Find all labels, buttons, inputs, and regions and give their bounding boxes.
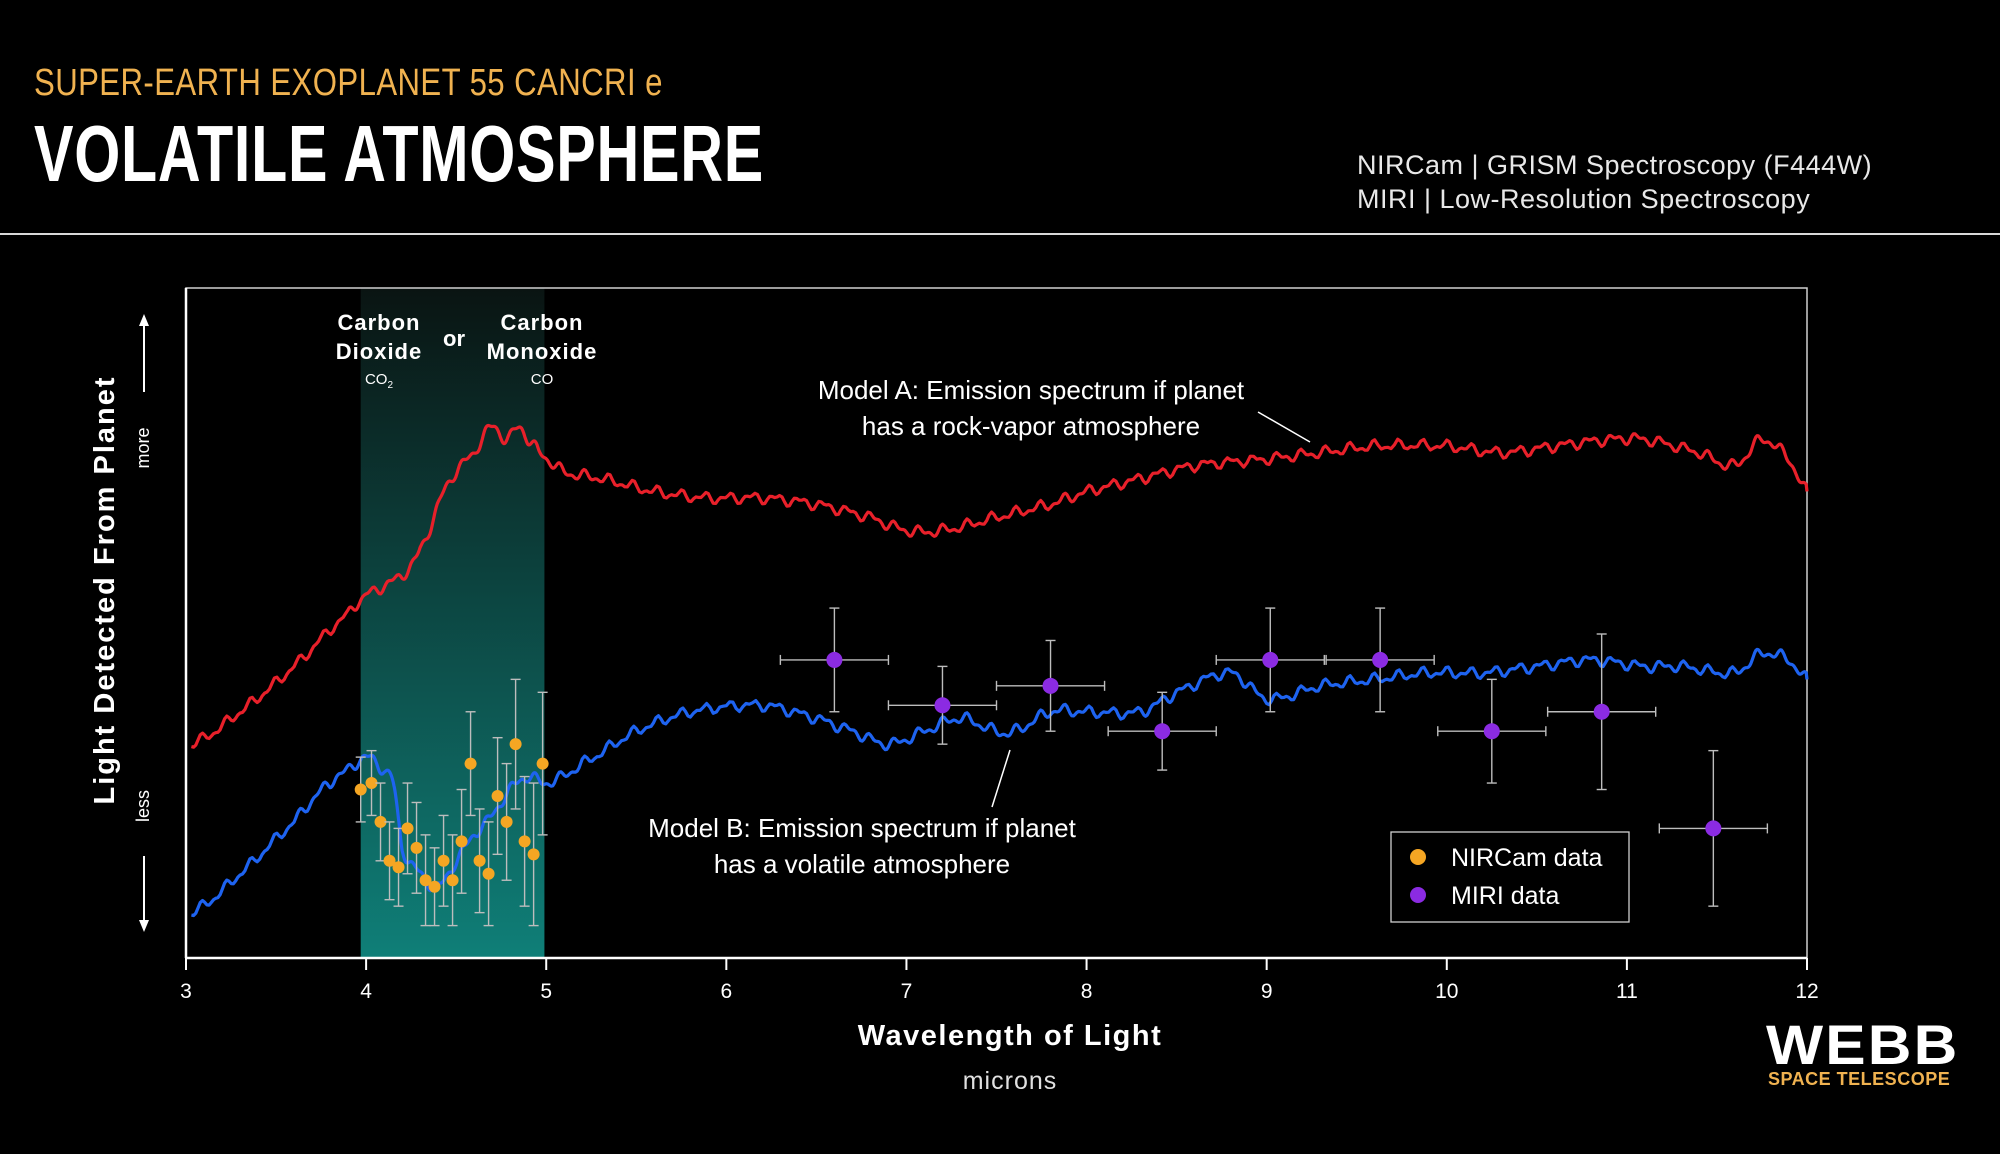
series-line-model-b: [191, 647, 1809, 918]
instrument-line-nircam: NIRCam | GRISM Spectroscopy (F444W): [1357, 150, 1873, 180]
x-tick-label: 6: [720, 980, 732, 1003]
x-axis-unit: microns: [963, 1067, 1058, 1095]
miri-point: [934, 697, 951, 714]
nircam-point: [410, 841, 423, 854]
miri-point: [826, 651, 843, 668]
nircam-point: [464, 757, 477, 770]
nircam-point: [383, 854, 396, 867]
x-ticks: 3 4 5 6 7 8 9 10 11 12: [180, 958, 1819, 1003]
legend-nircam-marker: [1410, 849, 1426, 865]
model-a-annotation-line1: Model A: Emission spectrum if planet: [818, 375, 1245, 405]
nircam-point: [354, 783, 367, 796]
nircam-point: [518, 835, 531, 848]
co2-formula-base: CO: [365, 371, 388, 388]
model-a-annotation: Model A: Emission spectrum if planet has…: [818, 375, 1311, 443]
co2-formula-subscript: 2: [387, 380, 393, 391]
nircam-point: [437, 854, 450, 867]
supertitle: SUPER-EARTH EXOPLANET 55 CANCRI e: [34, 62, 663, 104]
x-tick-label: 9: [1261, 980, 1273, 1003]
miri-point: [1593, 703, 1610, 720]
x-tick-label: 5: [540, 980, 552, 1003]
nircam-point: [428, 880, 441, 893]
y-axis-more-arrow-icon: [139, 314, 149, 326]
nircam-point: [473, 854, 486, 867]
model-b-annotation: Model B: Emission spectrum if planet has…: [648, 749, 1077, 879]
model-b-leader-line: [991, 749, 1011, 808]
x-tick-label: 11: [1616, 980, 1638, 1003]
legend-box: [1390, 831, 1630, 923]
miri-point: [1483, 723, 1500, 740]
nircam-point: [446, 874, 459, 887]
band-connector-or: or: [443, 326, 465, 351]
nircam-point: [365, 777, 378, 790]
legend-miri-marker: [1410, 887, 1426, 903]
x-tick-label: 12: [1795, 980, 1818, 1003]
miri-point: [1262, 651, 1279, 668]
x-tick-label: 4: [360, 980, 372, 1003]
nircam-point: [527, 848, 540, 861]
y-axis-less-arrow-icon: [139, 920, 149, 932]
band-label-co2-line1: Carbon: [338, 310, 421, 335]
page-title: VOLATILE ATMOSPHERE: [34, 109, 764, 198]
miri-point: [1042, 677, 1059, 694]
nircam-point: [536, 757, 549, 770]
model-a-annotation-line2: has a rock-vapor atmosphere: [862, 411, 1200, 441]
nircam-point: [491, 790, 504, 802]
nircam-point: [500, 815, 513, 828]
model-b-annotation-line1: Model B: Emission spectrum if planet: [648, 813, 1077, 843]
model-a-leader-line: [1257, 411, 1311, 443]
band-label-co-line1: Carbon: [501, 310, 584, 335]
webb-logo-subtitle: SPACE TELESCOPE: [1768, 1069, 1951, 1089]
x-tick-label: 8: [1081, 980, 1093, 1003]
x-tick-label: 7: [901, 980, 913, 1003]
instrument-line-miri: MIRI | Low-Resolution Spectroscopy: [1357, 184, 1811, 214]
x-tick-label: 3: [180, 980, 192, 1003]
y-axis-more-label: more: [133, 427, 153, 468]
nircam-point: [482, 867, 495, 880]
data-points: [354, 607, 1769, 927]
band-formula-co: CO: [531, 371, 554, 388]
miri-point: [1372, 651, 1389, 668]
x-axis-label: Wavelength of Light: [858, 1020, 1163, 1052]
model-b-annotation-line2: has a volatile atmosphere: [714, 849, 1010, 879]
webb-logo: WEBB: [1766, 1013, 1960, 1076]
y-axis-label: Light Detected From Planet: [89, 375, 121, 804]
x-tick-label: 10: [1435, 980, 1458, 1003]
nircam-point: [419, 874, 432, 887]
nircam-point: [392, 861, 405, 874]
band-labels: Carbon Dioxide CO2 or Carbon Monoxide CO: [336, 310, 598, 391]
legend: NIRCam data MIRI data: [1390, 831, 1630, 923]
nircam-point: [455, 835, 468, 848]
miri-point: [1154, 723, 1171, 740]
nircam-point: [401, 822, 414, 835]
nircam-point: [374, 815, 387, 828]
band-label-co-line2: Monoxide: [487, 339, 598, 364]
band-formula-co2: CO2: [365, 371, 394, 391]
nircam-point: [509, 738, 522, 751]
legend-miri-label: MIRI data: [1451, 882, 1559, 910]
miri-point: [1705, 820, 1722, 837]
legend-nircam-label: NIRCam data: [1451, 844, 1603, 872]
series-line-model-a: [190, 423, 1809, 749]
y-axis-less-label: less: [133, 790, 153, 822]
header-divider: [0, 233, 2000, 235]
band-label-co2-line2: Dioxide: [336, 339, 422, 364]
